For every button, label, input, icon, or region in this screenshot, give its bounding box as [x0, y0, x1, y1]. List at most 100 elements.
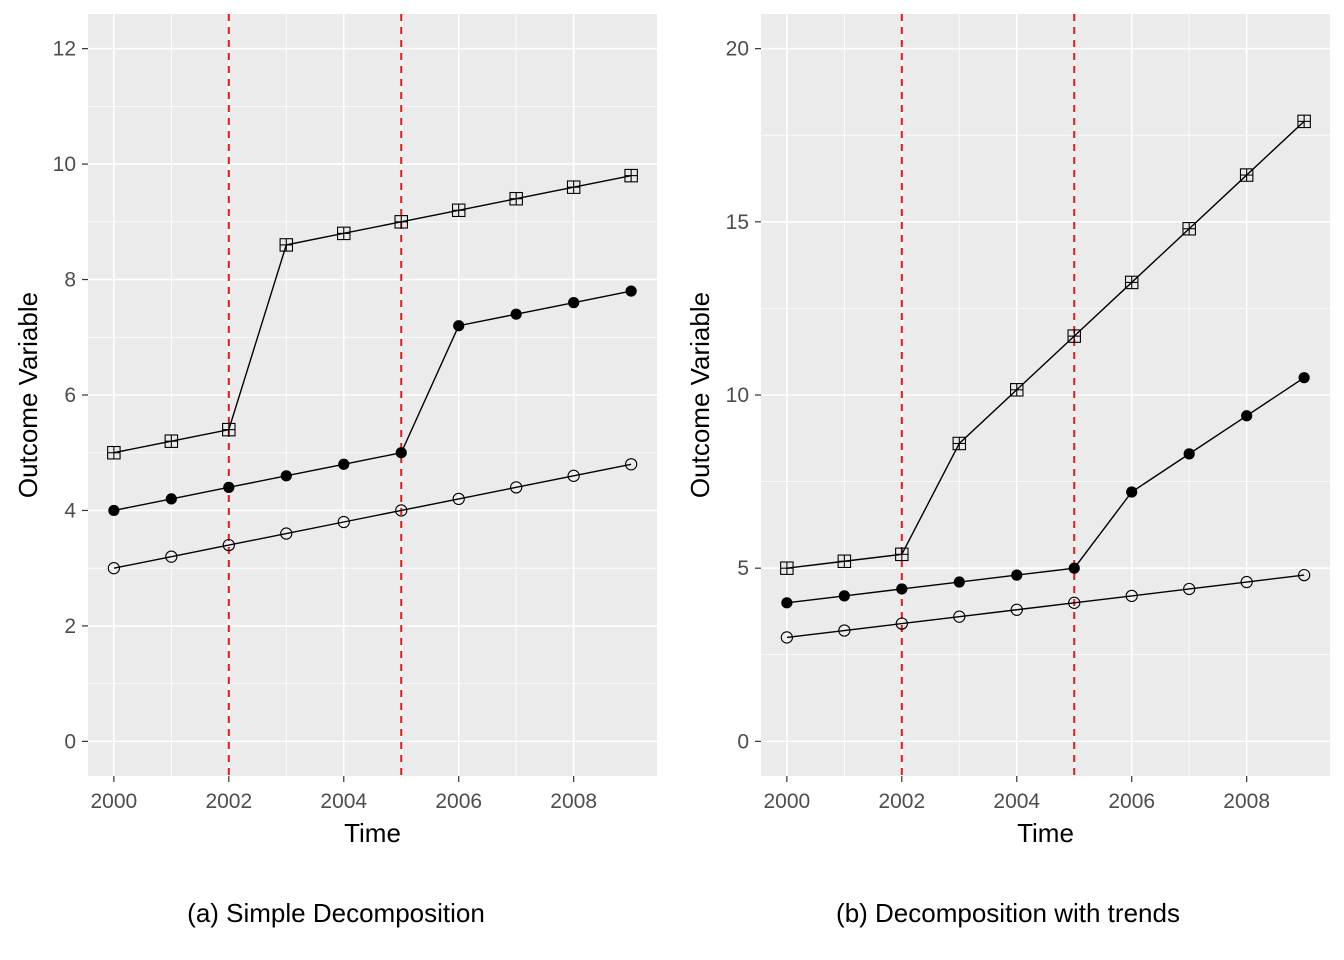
- y-tick-label: 0: [737, 730, 749, 753]
- point-open-circle: [1125, 589, 1138, 603]
- point-square-plus: [624, 168, 638, 183]
- point-open-circle: [107, 562, 121, 575]
- point-open-circle: [895, 617, 908, 630]
- point-square-plus: [222, 422, 236, 437]
- series-b: [780, 114, 1311, 644]
- x-axis-title-b: Time: [1017, 818, 1074, 848]
- point-square-plus: [895, 547, 909, 562]
- point-filled-circle: [625, 285, 637, 297]
- point-square-plus: [451, 203, 466, 218]
- point-open-circle: [452, 492, 465, 506]
- point-square-plus: [780, 561, 794, 575]
- point-square-plus: [1297, 114, 1311, 129]
- axis-ticks-b: 0 5 10 15 20 2000 2002 2004 2006 2008: [726, 38, 1270, 813]
- point-filled-circle: [453, 320, 465, 332]
- x-tick-label: 2002: [205, 790, 252, 813]
- point-filled-circle: [1241, 410, 1253, 422]
- point-square-plus: [394, 215, 408, 229]
- point-filled-circle: [1068, 562, 1080, 574]
- point-filled-circle: [1126, 486, 1138, 498]
- axis-ticks-a: 0 2 4 6 8 10 12 2000 2002 2004 2006 2008: [53, 38, 597, 813]
- point-open-circle: [165, 550, 178, 563]
- y-tick-label: 10: [726, 384, 749, 407]
- point-square-plus: [1067, 329, 1081, 343]
- point-filled-circle: [838, 590, 850, 602]
- y-tick-label: 10: [53, 153, 76, 176]
- point-open-circle: [337, 515, 350, 529]
- x-tick-label: 2004: [993, 790, 1040, 813]
- point-open-circle: [567, 469, 580, 482]
- y-tick-label: 20: [726, 38, 749, 61]
- series-line-filled-circle: [786, 377, 1305, 604]
- point-filled-circle: [1298, 372, 1310, 384]
- x-tick-label: 2008: [1223, 790, 1270, 813]
- point-filled-circle: [896, 583, 908, 595]
- point-filled-circle: [108, 504, 120, 517]
- point-square-plus: [337, 226, 351, 241]
- point-filled-circle: [953, 576, 965, 588]
- point-square-plus: [1010, 383, 1024, 397]
- point-filled-circle: [280, 470, 292, 482]
- x-tick-label: 2006: [435, 790, 482, 813]
- point-open-circle: [838, 624, 851, 637]
- point-open-circle: [780, 631, 794, 644]
- gridlines-a: [88, 14, 657, 776]
- point-filled-circle: [568, 297, 580, 309]
- event-lines-a: [227, 14, 403, 776]
- x-tick-label: 2008: [550, 790, 597, 813]
- y-tick-label: 6: [64, 384, 76, 407]
- x-tick-label: 2004: [320, 790, 367, 813]
- point-square-plus: [1239, 168, 1254, 182]
- x-axis-title-a: Time: [344, 818, 401, 848]
- y-tick-label: 15: [726, 211, 749, 234]
- point-square-plus: [837, 554, 852, 569]
- y-axis-title-b: Outcome Variable: [685, 292, 715, 498]
- x-tick-label: 2002: [878, 790, 925, 813]
- series-line-open-circle: [113, 463, 632, 569]
- y-tick-label: 2: [64, 615, 76, 638]
- event-lines-b: [900, 14, 1076, 776]
- point-open-circle: [1183, 582, 1196, 596]
- panel-caption-a: (a) Simple Decomposition: [187, 898, 485, 928]
- y-tick-label: 0: [64, 730, 76, 753]
- point-open-circle: [1010, 603, 1023, 616]
- series-a: [107, 168, 638, 575]
- point-square-plus: [1124, 275, 1139, 290]
- panel-a-simple-decomposition: 0 2 4 6 8 10 12 2000 2002 2004 2006 2008 Time Outco…: [13, 14, 657, 928]
- point-filled-circle: [395, 447, 407, 459]
- point-square-plus: [164, 434, 179, 448]
- point-filled-circle: [223, 481, 235, 493]
- point-open-circle: [1068, 596, 1081, 609]
- series-line-square-plus: [113, 174, 632, 454]
- point-square-plus: [566, 180, 581, 194]
- point-square-plus: [1182, 221, 1196, 236]
- point-square-plus: [509, 191, 523, 206]
- point-open-circle: [510, 481, 523, 494]
- point-open-circle: [624, 458, 638, 471]
- point-square-plus: [952, 436, 967, 451]
- y-tick-label: 8: [64, 269, 76, 292]
- x-tick-label: 2006: [1108, 790, 1155, 813]
- point-open-circle: [1240, 575, 1253, 589]
- point-filled-circle: [165, 493, 177, 505]
- point-filled-circle: [510, 308, 522, 320]
- point-square-plus: [107, 445, 121, 460]
- point-filled-circle: [781, 597, 793, 609]
- series-line-square-plus: [786, 120, 1305, 569]
- y-tick-label: 4: [64, 499, 76, 522]
- point-square-plus: [279, 238, 294, 252]
- point-filled-circle: [1011, 569, 1023, 581]
- panel-b-decomposition-with-trends: 0 5 10 15 20 2000 2002 2004 2006 2008 Time Outcom…: [685, 14, 1330, 928]
- y-tick-label: 5: [737, 557, 749, 580]
- y-axis-title-a: Outcome Variable: [13, 292, 43, 498]
- gridlines-b: [761, 14, 1330, 776]
- series-line-filled-circle: [113, 290, 632, 512]
- series-line-open-circle: [786, 574, 1305, 639]
- point-open-circle: [395, 504, 408, 517]
- point-filled-circle: [338, 458, 350, 470]
- point-open-circle: [1297, 568, 1311, 582]
- point-open-circle: [953, 610, 966, 623]
- x-tick-label: 2000: [764, 790, 811, 813]
- y-tick-label: 12: [53, 38, 76, 61]
